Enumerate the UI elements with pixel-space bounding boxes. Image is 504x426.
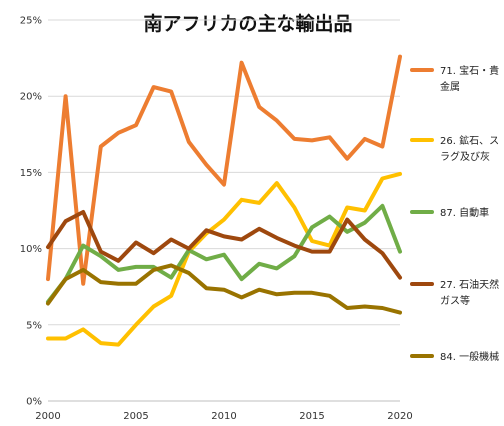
axes: 0% 5% 10% 15% 20% 25% 2000 2005 2010 2015 2020 — [20, 16, 413, 423]
legend-label: 87. 自動車 — [440, 206, 489, 219]
y-tick-label: 5% — [26, 320, 42, 331]
x-tick-label: 2005 — [123, 411, 148, 422]
series-line-5 — [46, 263, 402, 315]
legend-label: 26. 鉱石、ス — [440, 134, 499, 147]
x-tick-label: 2000 — [35, 411, 60, 422]
legend-label: ラグ及び灰 — [440, 150, 490, 163]
y-tick-label: 0% — [26, 397, 42, 408]
chart-title: 南アフリカの主な輸出品 — [143, 12, 352, 35]
legend-label: 71. 宝石・貴 — [440, 64, 499, 77]
y-tick-label: 10% — [20, 244, 42, 255]
y-tick-label: 25% — [20, 16, 42, 27]
x-tick-label: 2020 — [387, 411, 412, 422]
series-lines — [46, 54, 402, 347]
legend-item: 84. 一般機械 — [410, 350, 499, 363]
legend-item: 87. 自動車 — [410, 206, 489, 219]
legend-label: 84. 一般機械 — [440, 350, 499, 363]
legend-label: 金属 — [440, 80, 460, 93]
series-line-2 — [46, 171, 402, 347]
legend-label: 27. 石油天然 — [440, 278, 499, 291]
series-line-4 — [46, 210, 402, 280]
legend-label: ガス等 — [440, 294, 470, 307]
x-tick-label: 2015 — [299, 411, 324, 422]
x-tick-label: 2010 — [211, 411, 236, 422]
y-tick-label: 20% — [20, 92, 42, 103]
y-tick-label: 15% — [20, 168, 42, 179]
series-line-1 — [46, 54, 402, 286]
legend-item: 71. 宝石・貴金属 — [410, 64, 499, 93]
gridlines — [48, 19, 400, 402]
